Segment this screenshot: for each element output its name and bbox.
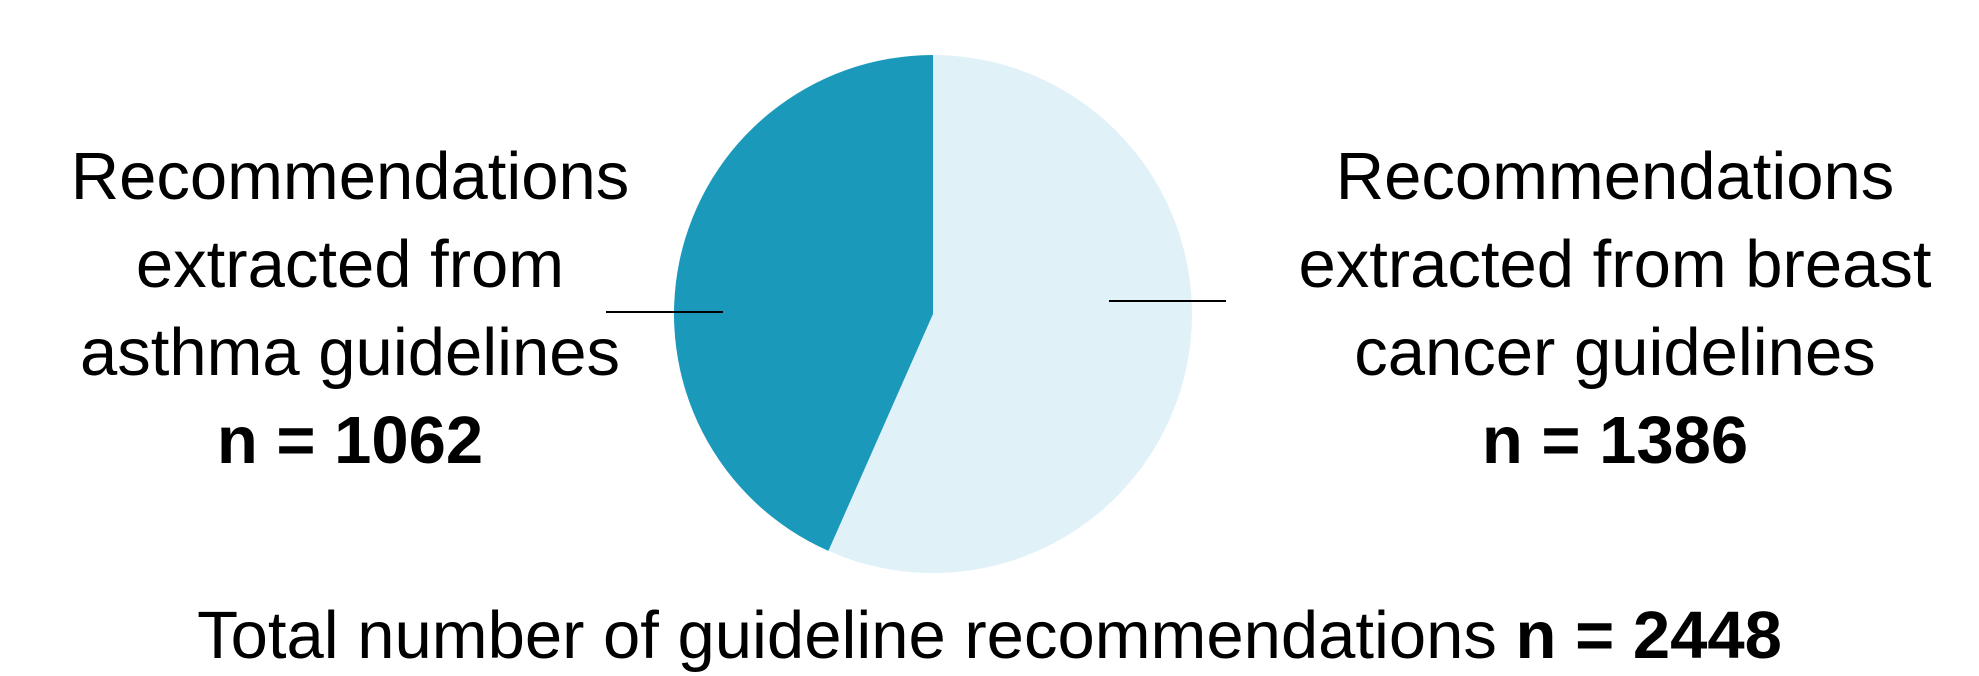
- slice-count-breast-cancer: n = 1386: [1481, 403, 1749, 478]
- total-value: n = 2448: [1515, 598, 1782, 673]
- total-caption: Total number of guideline recommendation…: [0, 596, 1979, 676]
- slice-label-breast-cancer-line-1: Recommendations: [1335, 139, 1895, 214]
- slice-count-asthma: n = 1062: [216, 403, 484, 478]
- slice-label-asthma: Recommendations extracted from asthma gu…: [20, 133, 680, 485]
- slice-label-asthma-line-1: Recommendations: [70, 139, 630, 214]
- slice-label-asthma-line-2: extracted from: [135, 227, 565, 302]
- total-text: Total number of guideline recommendation…: [197, 598, 1497, 673]
- slice-label-breast-cancer-line-3: cancer guidelines: [1354, 315, 1876, 390]
- pie-slice-breast-cancer: [828, 55, 1192, 573]
- slice-label-asthma-line-3: asthma guidelines: [79, 315, 621, 390]
- pie-slices: [674, 55, 1192, 573]
- slice-label-breast-cancer: Recommendations extracted from breast ca…: [1255, 133, 1975, 485]
- slice-label-breast-cancer-line-2: extracted from breast: [1298, 227, 1932, 302]
- pie-slice-asthma: [674, 55, 933, 551]
